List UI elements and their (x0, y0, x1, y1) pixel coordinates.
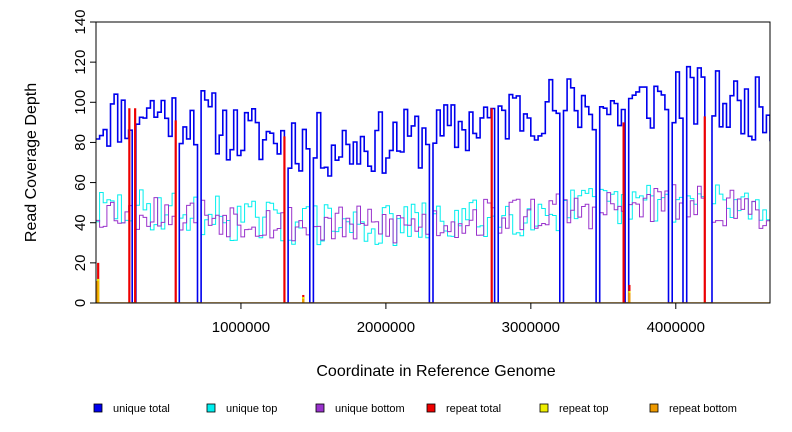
legend-swatch (426, 403, 436, 413)
legend-label: repeat top (559, 403, 609, 415)
x-tick-label: 4000000 (647, 319, 705, 336)
legend-item-repeat-total: repeat total (426, 403, 501, 415)
y-tick-label: 40 (72, 214, 89, 231)
x-tick-label: 1000000 (212, 319, 270, 336)
y-axis-title: Read Coverage Depth (23, 83, 40, 242)
y-tick-label: 100 (72, 90, 89, 115)
y-tick-label: 0 (72, 299, 89, 307)
legend: unique total unique top unique bottom repea… (93, 403, 737, 415)
legend-swatch (206, 403, 216, 413)
legend-label: unique bottom (335, 403, 405, 415)
legend-item-unique-bottom: unique bottom (315, 403, 405, 415)
x-tick-label: 2000000 (357, 319, 415, 336)
legend-item-unique-top: unique top (206, 403, 277, 415)
plot-area (96, 65, 770, 303)
x-tick-label: 3000000 (502, 319, 560, 336)
y-tick-label: 140 (72, 9, 89, 34)
legend-item-repeat-top: repeat top (539, 403, 609, 415)
series-line-unique-total (96, 65, 770, 303)
legend-swatch (539, 403, 549, 413)
legend-swatch (649, 403, 659, 413)
legend-label: unique top (226, 403, 277, 415)
x-axis: 1000000 2000000 3000000 4000000 (212, 302, 705, 336)
y-tick-label: 80 (72, 134, 89, 151)
y-tick-label: 60 (72, 174, 89, 191)
x-axis-title: Coordinate in Reference Genome (316, 363, 555, 380)
legend-item-unique-total: unique total (93, 403, 170, 415)
legend-item-repeat-bottom: repeat bottom (649, 403, 737, 415)
legend-swatch (93, 403, 103, 413)
y-tick-label: 120 (72, 50, 89, 75)
series-line-unique-bottom (96, 184, 770, 303)
y-axis: 0 20 40 60 80 100 120 140 (72, 9, 97, 307)
y-tick-label: 20 (72, 255, 89, 272)
legend-swatch (315, 403, 325, 413)
legend-label: repeat total (446, 403, 501, 415)
legend-label: unique total (113, 403, 170, 415)
legend-label: repeat bottom (669, 403, 737, 415)
